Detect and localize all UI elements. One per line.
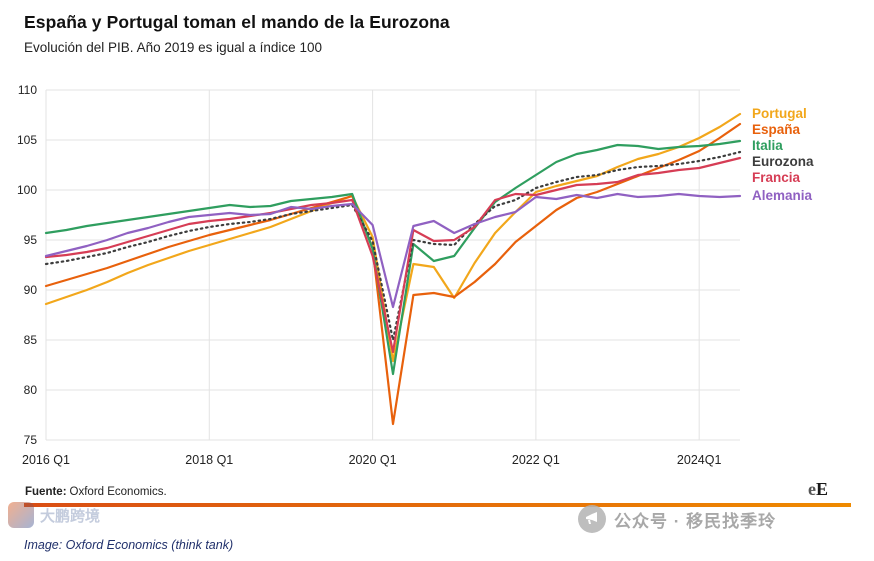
source-text: Oxford Economics. (69, 486, 167, 498)
eleconomista-logo: eE (808, 479, 829, 499)
legend-label-alemania: Alemania (752, 188, 813, 203)
watermark-left-text: 大鹏跨境 (40, 507, 101, 525)
y-tick-label: 95 (24, 233, 38, 247)
series-line-francia (44, 156, 742, 354)
series-line-eurozona (44, 150, 742, 342)
series-line-alemania (44, 192, 742, 309)
watermark-center: 公众号 · 移民找季玲 (578, 505, 776, 533)
legend-label-españa: España (752, 122, 801, 137)
source-note: Fuente: Oxford Economics. (25, 486, 167, 498)
megaphone-icon (578, 505, 606, 533)
legend-label-italia: Italia (752, 138, 783, 153)
series-line-italia (44, 139, 742, 376)
y-tick-label: 85 (24, 333, 38, 347)
legend-label-eurozona: Eurozona (752, 154, 814, 169)
chart-title: España y Portugal toman el mando de la E… (24, 12, 450, 32)
y-tick-label: 110 (18, 83, 37, 97)
x-tick-label: 2018 Q1 (185, 453, 233, 467)
y-tick-label: 90 (24, 283, 38, 297)
y-tick-label: 100 (17, 183, 37, 197)
y-tick-label: 80 (24, 383, 38, 397)
x-tick-label: 2022 Q1 (512, 453, 560, 467)
y-tick-label: 105 (17, 133, 37, 147)
watermark-center-text: 公众号 · 移民找季玲 (614, 511, 777, 531)
series-line-portugal (44, 112, 742, 363)
watermark-left-logo-icon (8, 502, 34, 528)
y-tick-label: 75 (24, 433, 38, 447)
image-caption: Image: Oxford Economics (think tank) (24, 538, 234, 552)
legend-label-portugal: Portugal (752, 106, 807, 121)
x-tick-label: 2020 Q1 (349, 453, 397, 467)
x-tick-label: 2024Q1 (677, 453, 722, 467)
watermark-left: 大鹏跨境 (8, 502, 100, 528)
source-label: Fuente: (25, 486, 67, 498)
legend-label-francia: Francia (752, 170, 801, 185)
chart-subtitle: Evolución del PIB. Año 2019 es igual a í… (24, 40, 322, 55)
x-tick-label: 2016 Q1 (22, 453, 70, 467)
gdp-line-chart: 75 80 85 90 95 100 105 110 2016 Q1 2018 Q1 2020 Q1… (17, 83, 814, 467)
brand-divider-bar (24, 503, 851, 507)
series-line-españa (44, 122, 742, 426)
